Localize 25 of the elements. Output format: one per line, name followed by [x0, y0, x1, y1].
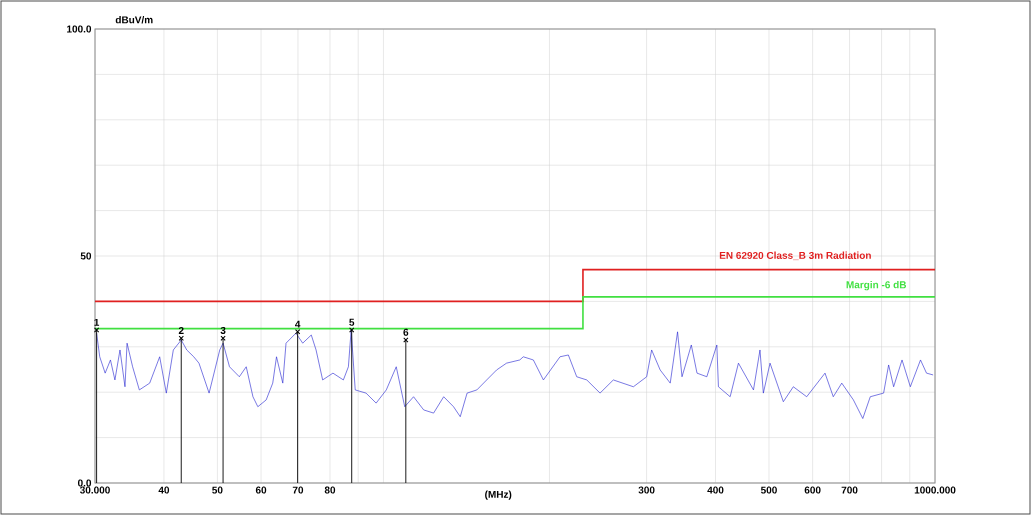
x-tick-label: 50: [212, 486, 223, 494]
x-axis-title: (MHz): [485, 490, 512, 500]
series-label: Margin -6 dB: [846, 280, 907, 291]
y-tick-label: 0.0: [77, 479, 92, 487]
y-axis-title: dBuV/m: [115, 16, 153, 24]
x-tick-label: 400: [707, 486, 724, 494]
annotation: 4: [295, 320, 301, 328]
x-tick-label: 500: [760, 486, 777, 494]
x-tick-label: 600: [804, 486, 821, 494]
x-tick-label: 1000.000: [914, 486, 956, 494]
annotation: 5: [349, 318, 355, 326]
annotation: 6: [403, 328, 409, 336]
x-tick-label: 300: [638, 486, 655, 494]
x-tick-label: 60: [255, 486, 267, 494]
annotation: 3: [220, 326, 226, 334]
x-tick-label: 80: [324, 486, 336, 494]
x-tick-label: 700: [841, 486, 858, 494]
x-tick-label: 70: [292, 486, 304, 494]
series-label: EN 62920 Class_B 3m Radiation: [719, 251, 871, 261]
y-tick-label: 50: [80, 252, 92, 260]
x-tick-label: 40: [158, 486, 170, 494]
y-tick-label: 100.0: [67, 25, 92, 33]
annotation: 2: [178, 326, 184, 334]
x-tick-label: 30.000: [79, 486, 110, 494]
annotation: 1: [94, 318, 100, 326]
